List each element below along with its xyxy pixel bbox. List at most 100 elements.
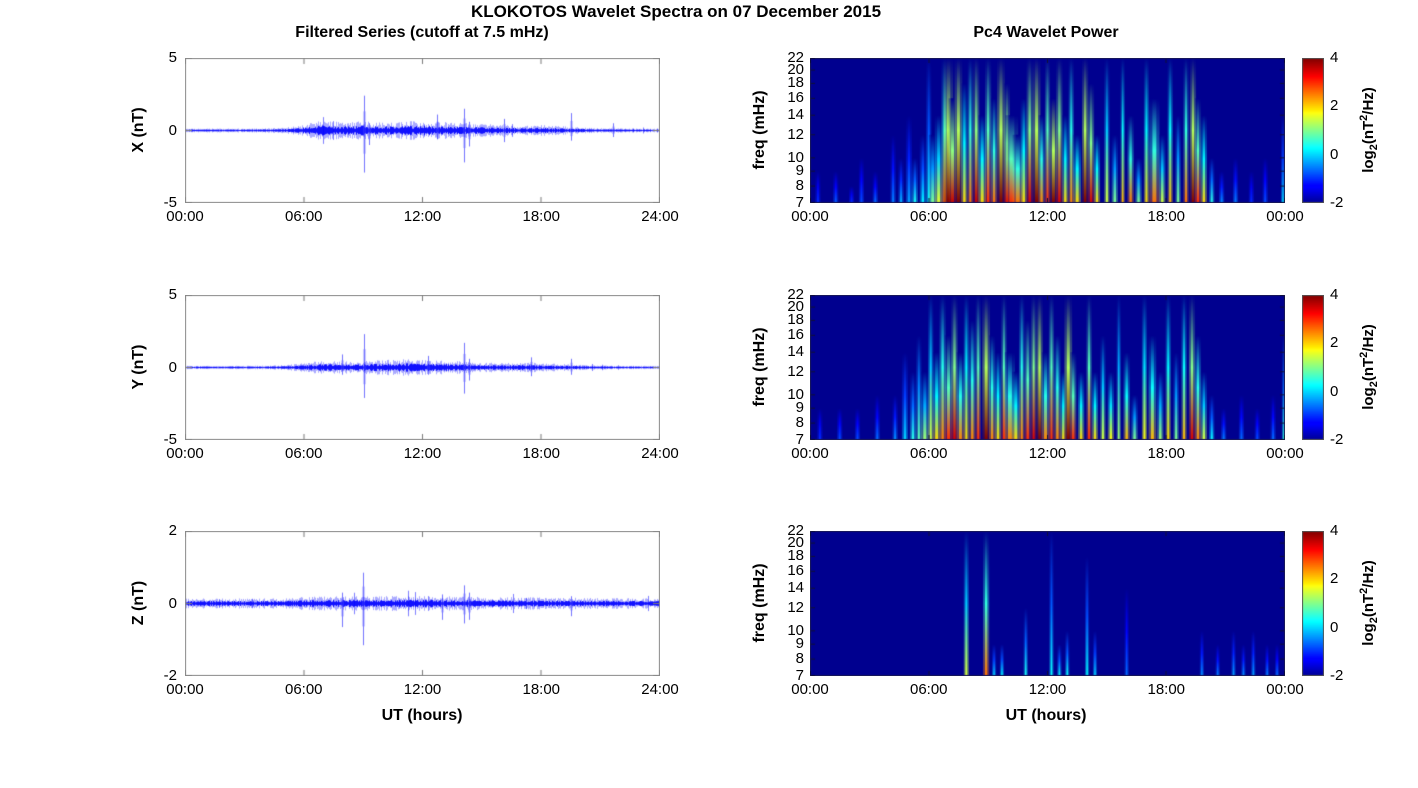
spectrogram-z-canvas: [810, 531, 1285, 676]
tick-label: 22: [787, 522, 804, 539]
spectrogram-y-canvas: [810, 295, 1285, 440]
tick-label: 22: [787, 49, 804, 66]
tick-label: 0: [1330, 382, 1339, 400]
tick-label: 12: [787, 362, 804, 380]
tick-label: 00:00: [166, 445, 204, 462]
right-column-title: Pc4 Wavelet Power: [973, 24, 1119, 41]
tick-label: 8: [795, 650, 804, 668]
tick-label: -2: [1330, 431, 1344, 448]
ylabel-y: Y (nT): [130, 344, 147, 390]
tick-label: 00:00: [166, 208, 204, 225]
cb-label-sub: 2: [1368, 144, 1380, 151]
timeseries-z-canvas: [185, 531, 660, 676]
tick-label: 00:00: [1266, 681, 1304, 698]
cb-label-part: (nT: [1360, 357, 1377, 382]
spectrogram-z-panel: [810, 531, 1285, 676]
colorbar-z: [1302, 531, 1324, 676]
figure-title: KLOKOTOS Wavelet Spectra on 07 December …: [470, 2, 882, 21]
tick-label: 5: [168, 49, 177, 66]
tick-label: 16: [787, 89, 804, 107]
tick-label: 14: [787, 579, 804, 597]
tick-label: 12: [787, 125, 804, 143]
cb-label-part: /Hz): [1360, 324, 1377, 352]
tick-label: 7: [795, 194, 804, 211]
tick-label: 20: [787, 61, 804, 79]
tick-label: 24:00: [641, 445, 679, 462]
cb-label-sub: 2: [1368, 617, 1380, 624]
left-column-title: Filtered Series (cutoff at 7.5 mHz): [295, 24, 549, 41]
tick-label: 8: [795, 414, 804, 432]
tick-label: 06:00: [909, 208, 948, 225]
tick-label: 9: [795, 635, 804, 653]
tick-label: 14: [787, 106, 804, 124]
tick-label: 2: [1330, 334, 1339, 352]
colorbar-z-canvas: [1302, 531, 1324, 676]
tick-label: 10: [787, 148, 804, 166]
tick-label: 2: [1330, 570, 1339, 588]
cb-label-part: log: [1360, 150, 1377, 173]
tick-label: 12:00: [1028, 208, 1067, 225]
tick-label: 0: [168, 121, 177, 139]
cb-label-sup: 2: [1358, 114, 1370, 121]
timeseries-y-panel: [185, 295, 660, 440]
cb-label-part: (nT: [1360, 120, 1377, 145]
cb-label-part: (nT: [1360, 593, 1377, 618]
timeseries-z-panel: [185, 531, 660, 676]
tick-label: 16: [787, 562, 804, 580]
tick-label: 12:00: [403, 681, 442, 698]
tick-label: 18:00: [522, 681, 561, 698]
tick-label: 00:00: [1266, 445, 1304, 462]
tick-label: 12:00: [403, 208, 442, 225]
colorbar-y-canvas: [1302, 295, 1324, 440]
tick-label: 12:00: [1028, 445, 1067, 462]
tick-label: 18:00: [522, 208, 561, 225]
tick-label: 18: [787, 311, 804, 329]
tick-label: 20: [787, 298, 804, 316]
spectrogram-y-panel: [810, 295, 1285, 440]
tick-label: 00:00: [791, 445, 829, 462]
tick-label: -2: [163, 667, 177, 684]
tick-label: -5: [163, 194, 177, 211]
colorbar-x: [1302, 58, 1324, 203]
tick-label: 06:00: [909, 445, 948, 462]
tick-label: 18:00: [1147, 445, 1186, 462]
tick-label: 7: [795, 431, 804, 448]
cb-label-sup: 2: [1358, 351, 1370, 358]
timeseries-x-panel: [185, 58, 660, 203]
tick-label: 5: [168, 286, 177, 303]
spectrogram-x-panel: [810, 58, 1285, 203]
tick-label: 9: [795, 162, 804, 180]
tick-label: 10: [787, 385, 804, 403]
colorbar-unit-label-y: log2(nT2/Hz): [1358, 324, 1380, 410]
ylabel-x: X (nT): [130, 107, 147, 153]
colorbar-y: [1302, 295, 1324, 440]
tick-label: 16: [787, 326, 804, 344]
tick-label: 00:00: [1266, 208, 1304, 225]
tick-label: 2: [1330, 97, 1339, 115]
cb-label-part: log: [1360, 623, 1377, 646]
ylabel-freq-x: freq (mHz): [751, 90, 768, 170]
ylabel-freq-y: freq (mHz): [751, 327, 768, 407]
tick-label: 9: [795, 399, 804, 417]
colorbar-unit-label-x: log2(nT2/Hz): [1358, 87, 1380, 173]
tick-label: 18: [787, 547, 804, 565]
tick-label: 0: [1330, 618, 1339, 636]
cb-label-sub: 2: [1368, 381, 1380, 388]
tick-label: 0: [168, 358, 177, 376]
colorbar-unit-label-z: log2(nT2/Hz): [1358, 560, 1380, 646]
cb-label-part: log: [1360, 387, 1377, 410]
tick-label: -2: [1330, 667, 1344, 684]
cb-label-sup: 2: [1358, 587, 1370, 594]
tick-label: 06:00: [284, 681, 323, 698]
spectrogram-x-canvas: [810, 58, 1285, 203]
timeseries-x-canvas: [185, 58, 660, 203]
ylabel-freq-z: freq (mHz): [751, 563, 768, 643]
tick-label: 18: [787, 74, 804, 92]
tick-label: 06:00: [284, 445, 323, 462]
tick-label: 4: [1330, 49, 1339, 66]
ylabel-z: Z (nT): [130, 580, 147, 626]
tick-label: 12:00: [1028, 681, 1067, 698]
tick-label: 18:00: [1147, 208, 1186, 225]
tick-label: 0: [168, 594, 177, 612]
